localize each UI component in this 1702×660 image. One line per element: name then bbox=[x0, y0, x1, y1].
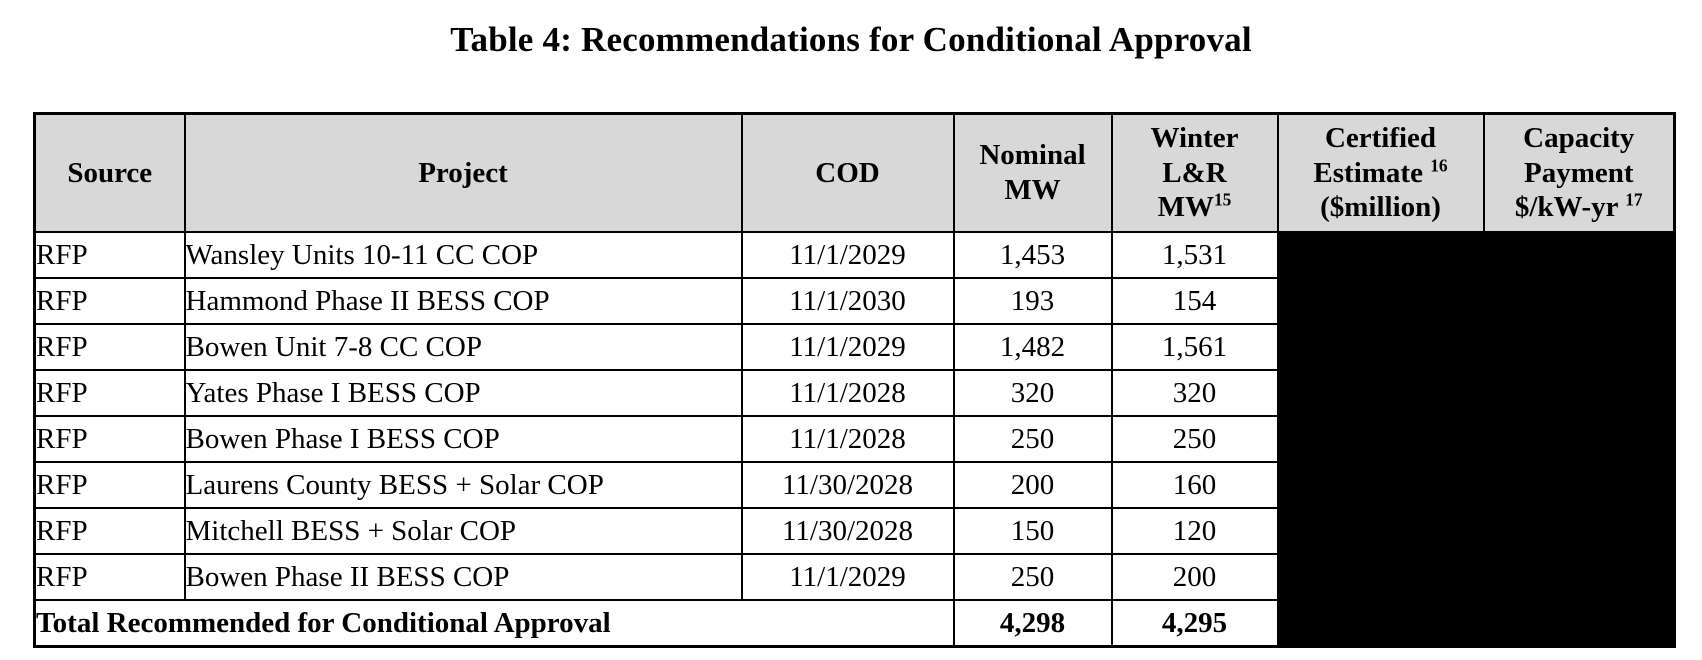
cell-certified-estimate-redacted bbox=[1276, 553, 1485, 601]
cell-certified-estimate-redacted bbox=[1276, 369, 1485, 417]
table-row: RFP Bowen Phase I BESS COP 11/1/2028 250 250 bbox=[33, 415, 1676, 463]
footnote-ref-17: 17 bbox=[1625, 189, 1643, 210]
cell-nominal-mw: 1,453 bbox=[952, 231, 1113, 279]
total-winter-lr-mw: 4,295 bbox=[1110, 599, 1279, 648]
cell-project: Hammond Phase II BESS COP bbox=[183, 277, 743, 325]
cell-certified-estimate-redacted bbox=[1276, 323, 1485, 371]
cell-cod: 11/1/2029 bbox=[740, 553, 955, 601]
cell-source: RFP bbox=[33, 323, 186, 371]
cell-source: RFP bbox=[33, 231, 186, 279]
cell-project: Bowen Phase II BESS COP bbox=[183, 553, 743, 601]
cell-cod: 11/30/2028 bbox=[740, 507, 955, 555]
cell-source: RFP bbox=[33, 553, 186, 601]
cell-nominal-mw: 193 bbox=[952, 277, 1113, 325]
cell-source: RFP bbox=[33, 369, 186, 417]
cell-winter-lr-mw: 200 bbox=[1110, 553, 1279, 601]
cell-winter-lr-mw: 120 bbox=[1110, 507, 1279, 555]
cell-cod: 11/1/2030 bbox=[740, 277, 955, 325]
table-row: RFP Yates Phase I BESS COP 11/1/2028 320 320 bbox=[33, 369, 1676, 417]
total-certified-estimate-redacted-cell bbox=[1276, 599, 1485, 648]
table-row: RFP Hammond Phase II BESS COP 11/1/2030 193… bbox=[33, 277, 1676, 325]
cell-capacity-payment-redacted bbox=[1482, 277, 1676, 325]
total-row: Total Recommended for Conditional Approv… bbox=[33, 599, 1676, 648]
col-header-source: Source bbox=[33, 112, 186, 233]
cell-capacity-payment-redacted bbox=[1482, 553, 1676, 601]
cell-nominal-mw: 320 bbox=[952, 369, 1113, 417]
col-header-project: Project bbox=[183, 112, 743, 233]
cell-nominal-mw: 250 bbox=[952, 553, 1113, 601]
cell-nominal-mw: 200 bbox=[952, 461, 1113, 509]
cell-certified-estimate-redacted bbox=[1276, 415, 1485, 463]
cell-cod: 11/1/2029 bbox=[740, 231, 955, 279]
cell-capacity-payment-redacted bbox=[1482, 507, 1676, 555]
cell-certified-estimate-redacted bbox=[1276, 507, 1485, 555]
header-row: Source Project COD Nominal MW Winter L&R… bbox=[33, 112, 1676, 233]
table-row: RFP Wansley Units 10-11 CC COP 11/1/2029 1,… bbox=[33, 231, 1676, 279]
cell-certified-estimate-redacted bbox=[1276, 461, 1485, 509]
cell-certified-estimate-redacted bbox=[1276, 231, 1485, 279]
total-nominal-mw: 4,298 bbox=[952, 599, 1113, 648]
col-header-cod: COD bbox=[740, 112, 955, 233]
col-header-nominal-mw: Nominal MW bbox=[952, 112, 1113, 233]
cell-winter-lr-mw: 160 bbox=[1110, 461, 1279, 509]
table-title: Table 4: Recommendations for Conditional… bbox=[450, 20, 1252, 59]
cell-winter-lr-mw: 320 bbox=[1110, 369, 1279, 417]
recommendations-table: Source Project COD Nominal MW Winter L&R… bbox=[33, 112, 1676, 648]
cell-certified-estimate-redacted bbox=[1276, 277, 1485, 325]
cell-source: RFP bbox=[33, 277, 186, 325]
col-header-winter-lr-mw: Winter L&R MW15 bbox=[1110, 112, 1279, 233]
table-row: RFP Bowen Unit 7-8 CC COP 11/1/2029 1,482 1,… bbox=[33, 323, 1676, 371]
cell-source: RFP bbox=[33, 415, 186, 463]
table-body: RFP Wansley Units 10-11 CC COP 11/1/2029 1,… bbox=[33, 231, 1676, 601]
table-header: Source Project COD Nominal MW Winter L&R… bbox=[33, 112, 1676, 233]
cell-capacity-payment-redacted bbox=[1482, 461, 1676, 509]
cell-cod: 11/1/2028 bbox=[740, 415, 955, 463]
cell-project: Bowen Phase I BESS COP bbox=[183, 415, 743, 463]
cell-project: Laurens County BESS + Solar COP bbox=[183, 461, 743, 509]
total-capacity-payment-redacted-cell bbox=[1482, 599, 1676, 648]
cell-capacity-payment-redacted bbox=[1482, 415, 1676, 463]
table-row: RFP Laurens County BESS + Solar COP 11/30/… bbox=[33, 461, 1676, 509]
cell-project: Mitchell BESS + Solar COP bbox=[183, 507, 743, 555]
cell-project: Yates Phase I BESS COP bbox=[183, 369, 743, 417]
cell-nominal-mw: 250 bbox=[952, 415, 1113, 463]
cell-winter-lr-mw: 250 bbox=[1110, 415, 1279, 463]
footnote-ref-15: 15 bbox=[1213, 189, 1232, 210]
cell-cod: 11/1/2028 bbox=[740, 369, 955, 417]
cell-capacity-payment-redacted bbox=[1482, 369, 1676, 417]
cell-cod: 11/30/2028 bbox=[740, 461, 955, 509]
footnote-ref-16: 16 bbox=[1430, 154, 1448, 175]
cell-nominal-mw: 1,482 bbox=[952, 323, 1113, 371]
table-footer: Total Recommended for Conditional Approv… bbox=[33, 599, 1676, 648]
col-header-certified-estimate: Certified Estimate 16 ($million) bbox=[1276, 112, 1485, 233]
table-row: RFP Mitchell BESS + Solar COP 11/30/2028 15… bbox=[33, 507, 1676, 555]
cell-winter-lr-mw: 154 bbox=[1110, 277, 1279, 325]
cell-capacity-payment-redacted bbox=[1482, 323, 1676, 371]
total-label: Total Recommended for Conditional Approv… bbox=[33, 599, 955, 648]
table-row: RFP Bowen Phase II BESS COP 11/1/2029 250 20… bbox=[33, 553, 1676, 601]
cell-project: Bowen Unit 7-8 CC COP bbox=[183, 323, 743, 371]
cell-source: RFP bbox=[33, 507, 186, 555]
cell-winter-lr-mw: 1,531 bbox=[1110, 231, 1279, 279]
cell-cod: 11/1/2029 bbox=[740, 323, 955, 371]
cell-capacity-payment-redacted bbox=[1482, 231, 1676, 279]
cell-winter-lr-mw: 1,561 bbox=[1110, 323, 1279, 371]
col-header-capacity-payment: Capacity Payment $/kW-yr 17 bbox=[1482, 112, 1676, 233]
cell-project: Wansley Units 10-11 CC COP bbox=[183, 231, 743, 279]
cell-nominal-mw: 150 bbox=[952, 507, 1113, 555]
cell-source: RFP bbox=[33, 461, 186, 509]
